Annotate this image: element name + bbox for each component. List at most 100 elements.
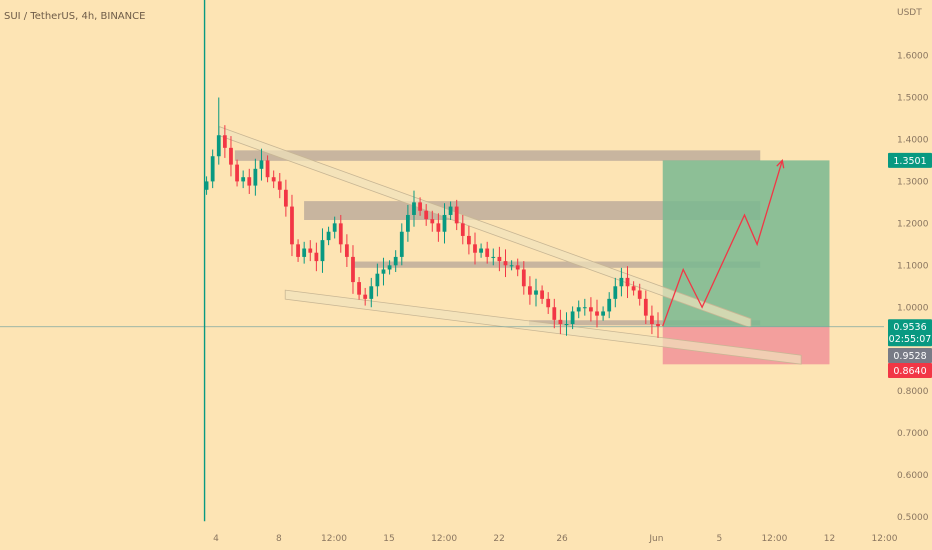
candle-body xyxy=(460,223,465,236)
resistance-zone-3 xyxy=(351,261,761,268)
wedge-lower-line xyxy=(284,289,802,365)
candle-body xyxy=(271,177,276,182)
candle-body xyxy=(320,240,325,262)
current-price-label: 0.9536 xyxy=(893,322,926,333)
candle-body xyxy=(399,231,404,257)
candle-body xyxy=(412,202,416,215)
candle-body xyxy=(436,223,441,232)
candle-body xyxy=(302,248,307,257)
candle-body xyxy=(375,273,380,287)
candle-body xyxy=(454,206,459,224)
projection-path xyxy=(662,160,783,327)
y-tick-label: 1.5000 xyxy=(897,94,929,104)
candle-body xyxy=(381,269,386,274)
candle-body xyxy=(625,277,630,287)
last-price-badge xyxy=(888,348,932,363)
x-tick-label: 12 xyxy=(824,534,835,544)
candle-body xyxy=(235,164,239,182)
candle-body xyxy=(570,311,575,325)
current-price-badge xyxy=(888,319,932,347)
candle-body xyxy=(308,248,313,253)
candle-body xyxy=(613,286,618,299)
x-tick-label: 8 xyxy=(276,534,282,544)
candle-body xyxy=(503,261,508,266)
candle-body xyxy=(448,206,453,215)
candle-body xyxy=(497,256,502,262)
candle-body xyxy=(229,147,233,165)
candle-body xyxy=(259,160,264,169)
target-price-badge xyxy=(888,152,932,168)
projection-layer xyxy=(662,159,785,327)
candle-body xyxy=(265,160,270,178)
candle-body xyxy=(637,290,642,299)
candle-body xyxy=(351,256,355,283)
x-tick-label: 15 xyxy=(383,534,394,544)
candle-body xyxy=(473,244,477,253)
candle-body xyxy=(283,189,288,207)
y-tick-label: 0.7000 xyxy=(897,429,929,439)
candle-body xyxy=(546,298,551,308)
candle-body xyxy=(534,290,538,295)
candle-body xyxy=(558,319,563,325)
resistance-zone-1 xyxy=(234,150,761,161)
candle-body xyxy=(338,223,343,245)
candle-body xyxy=(210,156,215,182)
projection-arrowhead xyxy=(776,159,785,169)
axis-layer: 1.6000 1.5000 1.4000 1.3000 1.2000 1.1000 1.00… xyxy=(213,52,932,544)
y-tick-label: 0.8000 xyxy=(897,387,929,397)
candle-body xyxy=(515,265,520,270)
position-layer xyxy=(662,160,830,365)
x-tick-label: 12:00 xyxy=(431,534,457,544)
x-tick-label: 5 xyxy=(716,534,722,544)
candle-body xyxy=(576,307,581,312)
candle-body xyxy=(491,256,496,258)
y-tick-label: 1.6000 xyxy=(897,52,929,62)
candle-body xyxy=(314,252,319,262)
stop-price-label: 0.8640 xyxy=(893,366,926,377)
x-tick-label: 12:00 xyxy=(872,534,898,544)
resistance-zone-4 xyxy=(529,320,761,326)
x-tick-label: 4 xyxy=(213,534,219,544)
candle-body xyxy=(418,202,422,211)
target-price-label: 1.3501 xyxy=(893,156,926,167)
candle-body xyxy=(405,214,410,232)
candle-body xyxy=(222,135,227,148)
y-tick-label: 1.2000 xyxy=(897,219,929,229)
candle-body xyxy=(589,307,593,312)
candle-body xyxy=(656,324,660,327)
candle-body xyxy=(607,298,612,312)
candle-body xyxy=(521,269,526,287)
candle-body xyxy=(528,286,532,295)
candle-body xyxy=(631,286,636,291)
candle-body xyxy=(424,210,429,220)
y-tick-label: 1.1000 xyxy=(897,261,929,271)
candle-body xyxy=(387,265,392,270)
candle-body xyxy=(540,290,544,299)
candle-body xyxy=(216,135,221,157)
candle-body xyxy=(442,214,447,232)
candle-body xyxy=(344,244,349,257)
candle-body xyxy=(253,168,258,186)
x-tick-label: 26 xyxy=(556,534,568,544)
candle-body xyxy=(479,248,483,253)
candle-body xyxy=(393,256,398,266)
x-tick-label: 12:00 xyxy=(761,534,787,544)
candles-layer xyxy=(203,0,660,522)
x-tick-label: 22 xyxy=(493,534,504,544)
candle-body xyxy=(369,286,374,299)
candle-body xyxy=(619,277,624,287)
chart-title: SUI / TetherUS, 4h, BINANCE xyxy=(4,11,145,22)
candle-body xyxy=(363,294,368,299)
candle-body xyxy=(509,265,514,267)
candle-body xyxy=(290,206,294,245)
candle-body xyxy=(582,307,587,309)
y-tick-label: 0.6000 xyxy=(897,471,929,481)
y-tick-label: 0.5000 xyxy=(897,513,929,523)
candle-body xyxy=(277,181,282,190)
candle-body xyxy=(296,244,300,257)
candle-body xyxy=(564,324,569,326)
currency-label: USDT xyxy=(897,8,922,18)
candle-body xyxy=(326,231,331,241)
candle-body xyxy=(467,235,471,245)
